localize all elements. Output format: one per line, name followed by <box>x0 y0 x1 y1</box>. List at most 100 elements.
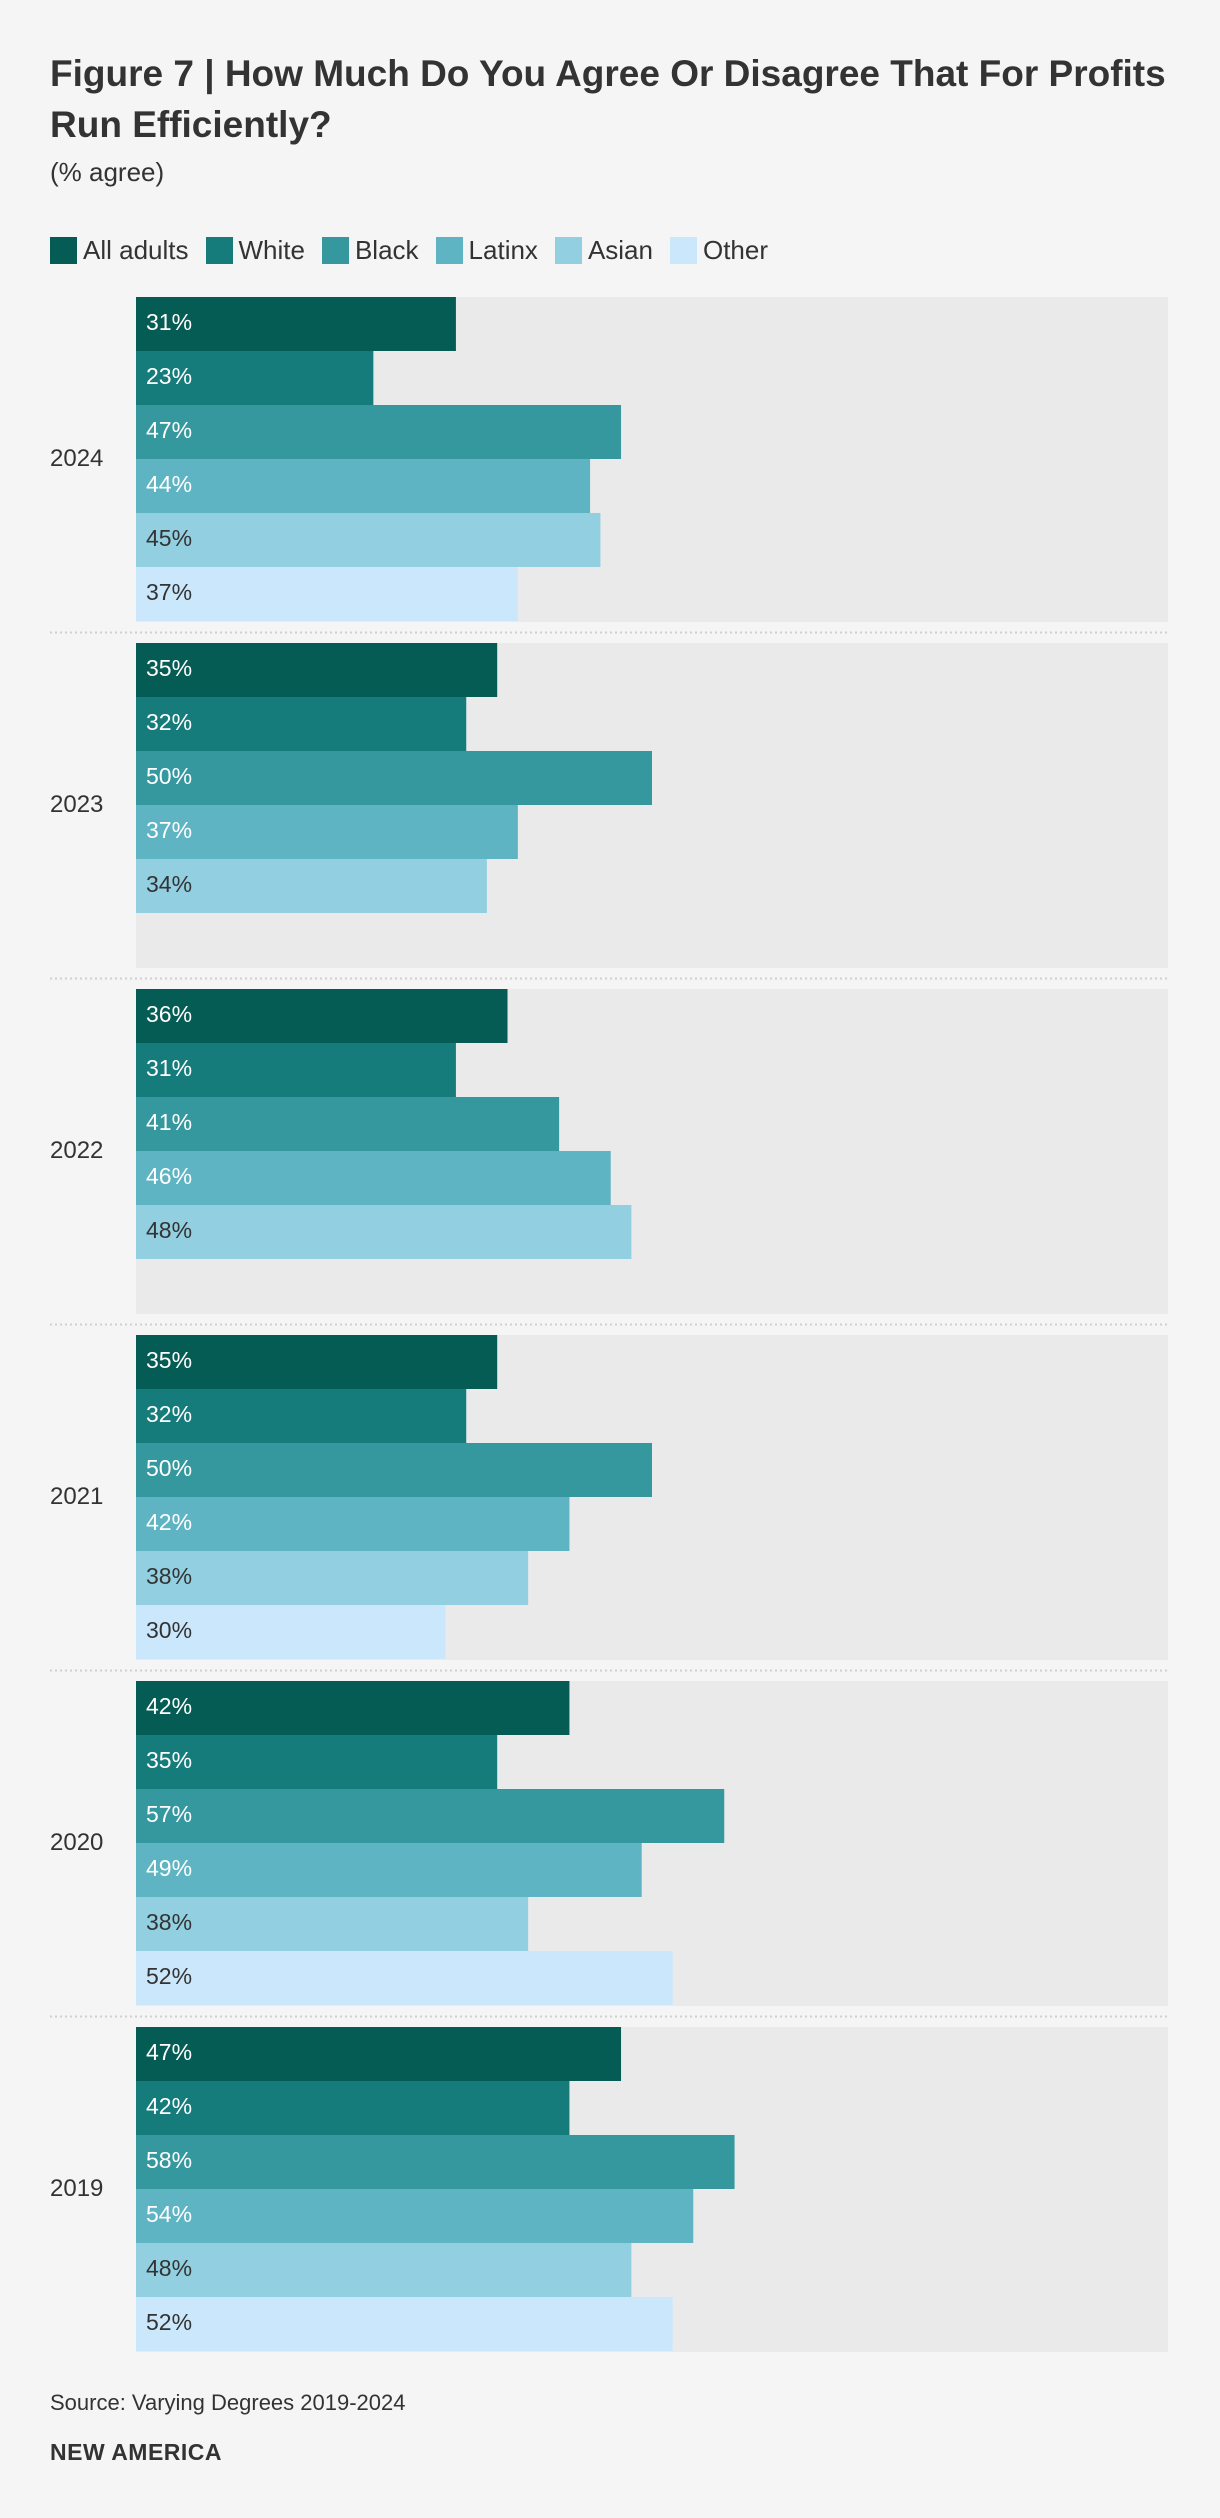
data-label: 37% <box>146 817 192 843</box>
legend-label: Asian <box>587 235 653 265</box>
year-group-2024: 2024 31% 23% 47% 44% 45% 37% <box>50 297 1168 634</box>
data-label: 48% <box>146 2255 192 2281</box>
bar-other-2019 <box>136 2297 673 2351</box>
data-label: 57% <box>146 1801 192 1827</box>
data-label: 41% <box>146 1109 192 1135</box>
legend-swatch <box>435 236 463 264</box>
bar-white-2019 <box>136 2081 570 2135</box>
legend-swatch <box>50 236 77 264</box>
year-label: 2023 <box>50 791 103 818</box>
source-note: Source: Varying Degrees 2019-2024 <box>50 2390 406 2415</box>
year-label: 2019 <box>50 2175 103 2202</box>
legend: All adults White Black Latinx Asian Other <box>50 233 785 267</box>
legend-item-latinx: Latinx <box>435 233 538 267</box>
legend-label: Black <box>354 235 419 265</box>
data-label: 45% <box>146 525 192 551</box>
data-label: 35% <box>146 655 192 681</box>
year-group-2021: 2021 35% 32% 50% 42% 38% 30% <box>50 1335 1168 1672</box>
data-label: 37% <box>146 579 192 605</box>
year-group-2022: 2022 36% 31% 41% 46% 48% <box>50 989 1168 1326</box>
legend-item-asian: Asian <box>554 233 653 267</box>
legend-label: Other <box>702 235 769 265</box>
legend-swatch <box>321 236 349 264</box>
data-label: 49% <box>146 1855 192 1881</box>
legend-label: Latinx <box>468 235 538 265</box>
data-label: 30% <box>146 1617 192 1643</box>
data-label: 32% <box>146 1401 192 1427</box>
bar-other-2021 <box>136 1605 446 1659</box>
data-label: 38% <box>146 1909 192 1935</box>
year-label: 2022 <box>50 1137 103 1164</box>
bar-white-2024 <box>136 351 374 405</box>
data-label: 58% <box>146 2147 192 2173</box>
legend-swatch <box>554 236 582 264</box>
bar-latinx-2023 <box>136 805 518 859</box>
legend-label: White <box>238 235 305 265</box>
bar-asian-2020 <box>136 1897 529 1951</box>
data-label: 54% <box>146 2201 192 2227</box>
data-label: 35% <box>146 1347 192 1373</box>
bar-white-2021 <box>136 1389 467 1443</box>
data-label: 47% <box>146 417 192 443</box>
data-label: 38% <box>146 1563 192 1589</box>
bar-all-adults-2020 <box>136 1681 570 1735</box>
data-label: 50% <box>146 763 192 789</box>
data-label: 31% <box>146 1055 192 1081</box>
bar-asian-2021 <box>136 1551 529 1605</box>
bar-all-adults-2024 <box>136 297 456 351</box>
data-label: 23% <box>146 363 192 389</box>
year-label: 2021 <box>50 1483 103 1510</box>
data-label: 35% <box>146 1747 192 1773</box>
year-label: 2024 <box>50 445 103 472</box>
year-group-2023: 2023 35% 32% 50% 37% 34% <box>50 643 1168 980</box>
legend-label: All adults <box>83 235 189 265</box>
bar-other-2024 <box>136 567 518 621</box>
bar-all-adults-2021 <box>136 1335 498 1389</box>
bar-black-2023 <box>136 751 652 805</box>
legend-item-white: White <box>205 233 305 267</box>
data-label: 46% <box>146 1163 192 1189</box>
year-group-2020: 2020 42% 35% 57% 49% 38% 52% <box>50 1681 1168 2018</box>
legend-swatch <box>205 236 233 264</box>
data-label: 31% <box>146 309 192 335</box>
data-label: 32% <box>146 709 192 735</box>
bar-asian-2022 <box>136 1205 632 1259</box>
brand-logo-text: NEW AMERICA <box>50 2439 223 2465</box>
bar-chart: 2024 31% 23% 47% 44% 45% 37% 2023 35% 32% 50% 37% 34… <box>50 297 1168 2352</box>
legend-item-all-adults: All adults <box>50 233 189 267</box>
data-label: 42% <box>146 1509 192 1535</box>
bar-all-adults-2022 <box>136 989 508 1043</box>
legend-item-black: Black <box>321 233 419 267</box>
bar-latinx-2021 <box>136 1497 570 1551</box>
data-label: 42% <box>146 2093 192 2119</box>
data-label: 36% <box>146 1001 192 1027</box>
bar-latinx-2022 <box>136 1151 611 1205</box>
data-label: 34% <box>146 871 192 897</box>
year-label: 2020 <box>50 1829 103 1856</box>
bar-asian-2024 <box>136 513 601 567</box>
bar-asian-2023 <box>136 859 487 913</box>
bar-black-2024 <box>136 405 622 459</box>
bar-all-adults-2023 <box>136 643 498 697</box>
bar-white-2023 <box>136 697 467 751</box>
year-group-2019: 2019 47% 42% 58% 54% 48% 52% <box>50 2027 1168 2352</box>
bar-black-2019 <box>136 2135 735 2189</box>
bar-black-2021 <box>136 1443 652 1497</box>
bar-latinx-2019 <box>136 2189 694 2243</box>
bar-asian-2019 <box>136 2243 632 2297</box>
bar-latinx-2020 <box>136 1843 642 1897</box>
bar-black-2020 <box>136 1789 725 1843</box>
chart-title: Figure 7 | How Much Do You Agree Or Disa… <box>50 53 1166 145</box>
legend-item-other: Other <box>669 233 769 267</box>
bar-all-adults-2019 <box>136 2027 622 2081</box>
data-label: 48% <box>146 1217 192 1243</box>
data-label: 52% <box>146 1963 192 1989</box>
data-label: 52% <box>146 2309 192 2335</box>
bar-white-2020 <box>136 1735 498 1789</box>
bar-other-2020 <box>136 1951 673 2005</box>
bar-white-2022 <box>136 1043 456 1097</box>
chart-subtitle: (% agree) <box>50 157 165 187</box>
bar-latinx-2024 <box>136 459 591 513</box>
data-label: 42% <box>146 1693 192 1719</box>
legend-swatch <box>669 236 697 264</box>
